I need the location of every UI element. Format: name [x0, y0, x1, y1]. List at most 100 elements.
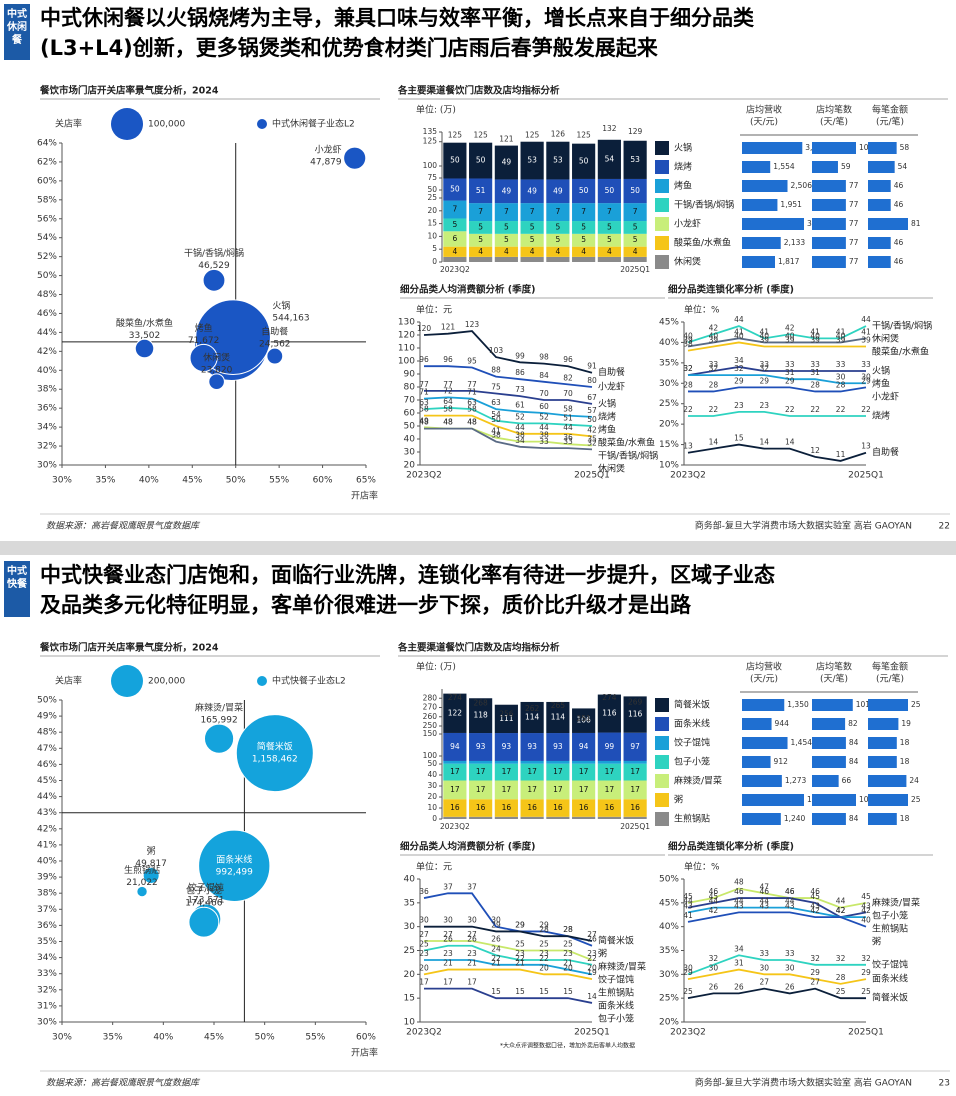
- series-line: [688, 386, 867, 393]
- y-tick-label: 62%: [37, 157, 57, 167]
- point-label: 38: [539, 431, 549, 440]
- point-label: 95: [467, 357, 477, 366]
- legend-label: 干锅/香锅/焖锅: [674, 200, 734, 211]
- point-label: 32: [836, 954, 846, 963]
- column-bar: [812, 161, 838, 173]
- bar-segment: [520, 233, 544, 247]
- point-label: 32: [683, 364, 693, 373]
- series-line: [687, 987, 866, 1000]
- series-line: [424, 959, 593, 976]
- bar-segment: [443, 200, 467, 219]
- segment-label: 7: [555, 207, 560, 216]
- column-bar: [868, 218, 908, 230]
- bubble: [198, 829, 271, 902]
- bar-segment: [597, 694, 621, 733]
- y-tick-label: 120: [398, 331, 415, 341]
- column-header: (天/元): [750, 118, 778, 128]
- point-label: 25: [861, 987, 871, 996]
- column-value: 54: [898, 162, 908, 171]
- point-label: 13: [861, 442, 871, 451]
- segment-label: 5: [555, 222, 560, 231]
- bar-segment: [494, 233, 518, 247]
- source: 数据来源：高岩餐观鹰眼景气度数据库: [46, 1078, 201, 1089]
- y-tick-label: 50%: [659, 875, 679, 885]
- column-bar: [742, 813, 781, 825]
- point-label: 45: [709, 892, 719, 901]
- segment-label: 7: [607, 207, 612, 216]
- point-label: 23: [515, 949, 525, 958]
- segment-label: 4: [633, 247, 638, 256]
- series-end-label: 休闲煲: [872, 333, 899, 345]
- segment-label: 5: [530, 235, 535, 244]
- y-tick-label: 10%: [659, 461, 679, 471]
- series-end-label: 饺子馄饨: [872, 958, 908, 970]
- series-end-label: 烤鱼: [598, 423, 616, 435]
- column-value: 77: [849, 219, 859, 228]
- point-label: 40: [683, 331, 693, 340]
- y-tick-label: 42%: [37, 824, 57, 834]
- y-tick-label: 10: [427, 231, 437, 240]
- y-tick-label: 10: [427, 803, 437, 812]
- point-label: 48: [467, 418, 477, 427]
- source: 数据来源：高岩餐观鹰眼景气度数据库: [46, 521, 201, 532]
- bar-segment: [494, 799, 518, 817]
- column-header: (元/笔): [876, 116, 904, 128]
- y-tick-label: 49%: [37, 712, 57, 722]
- column-value: 101: [856, 700, 871, 709]
- bar-segment: [546, 799, 570, 817]
- point-label: 61: [515, 401, 525, 410]
- point-label: 23: [419, 949, 429, 958]
- x-tick-label: 55%: [269, 476, 289, 486]
- segment-label: 5: [555, 235, 560, 244]
- series-line: [688, 374, 866, 385]
- series-end-label: 粥: [598, 947, 607, 959]
- series-end-label: 烧烤: [598, 410, 616, 422]
- bar-segment: [546, 246, 570, 257]
- bubble-size-label: 47,879: [310, 158, 342, 168]
- x-tick-label: 2023Q2: [440, 265, 470, 274]
- series-end-label: 生煎锅贴: [872, 922, 908, 934]
- point-label: 34: [734, 944, 744, 953]
- bar-segment: [494, 221, 518, 234]
- point-label: 28: [836, 380, 846, 389]
- segment-label: 7: [504, 207, 509, 216]
- column-bar: [742, 756, 771, 768]
- point-label: 63: [467, 398, 477, 407]
- legend-swatch: [655, 717, 669, 731]
- y-tick-label: 250: [423, 721, 438, 730]
- bar-segment: [443, 218, 467, 232]
- bar-segment: [469, 816, 493, 819]
- point-label: 43: [810, 901, 820, 910]
- unit-label: 单位：%: [684, 304, 720, 316]
- point-label: 23: [760, 401, 770, 410]
- y-tick-label: 50%: [37, 271, 57, 281]
- chart-title: 细分品类人均消费额分析 (季度): [400, 841, 536, 853]
- y-tick-label: 50%: [37, 696, 57, 706]
- bubble: [136, 885, 148, 898]
- page-separator: [0, 541, 956, 555]
- column-value: 59: [841, 162, 851, 171]
- point-label: 32: [587, 438, 597, 447]
- total-label: 251: [576, 714, 591, 723]
- column-value: 77: [849, 238, 859, 247]
- bar-segment: [546, 179, 570, 204]
- segment-label: 114: [551, 712, 566, 721]
- series-end-label: 酸菜鱼/水煮鱼: [598, 436, 655, 448]
- column-bar: [812, 237, 846, 249]
- series-line: [423, 330, 593, 374]
- x-tick-label: 2025Q1: [620, 822, 650, 831]
- bar-segment: [469, 763, 493, 781]
- y-tick-label: 70: [404, 396, 416, 406]
- y-tick-label: 33%: [37, 969, 57, 979]
- point-label: 15: [734, 434, 744, 443]
- bar-segment: [443, 799, 467, 817]
- bar-segment: [494, 179, 518, 204]
- segment-label: 17: [579, 785, 589, 794]
- bar-segment: [520, 816, 544, 819]
- segment-label: 97: [630, 742, 640, 751]
- point-label: 45: [810, 892, 820, 901]
- bar-segment: [469, 246, 493, 257]
- point-label: 20: [587, 963, 597, 972]
- point-label: 48: [443, 418, 453, 427]
